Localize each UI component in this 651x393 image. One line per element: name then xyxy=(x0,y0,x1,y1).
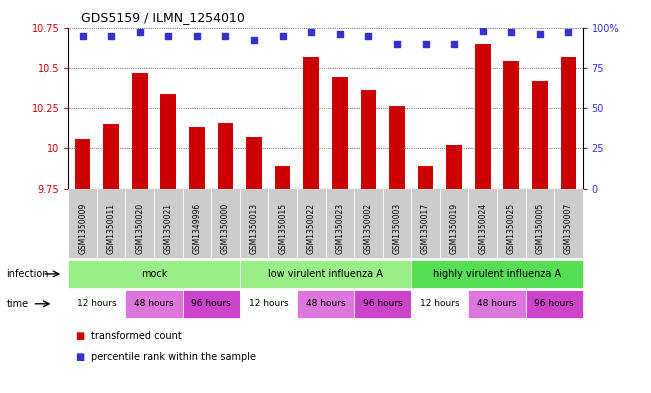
Point xyxy=(506,29,516,35)
Text: GDS5159 / ILMN_1254010: GDS5159 / ILMN_1254010 xyxy=(81,11,245,24)
Text: GSM1350003: GSM1350003 xyxy=(393,203,402,254)
Point xyxy=(106,32,117,39)
Bar xyxy=(418,166,434,189)
Text: time: time xyxy=(7,299,29,309)
Bar xyxy=(446,145,462,189)
Bar xyxy=(532,81,547,189)
Text: GSM1350022: GSM1350022 xyxy=(307,203,316,254)
Point xyxy=(277,32,288,39)
Text: 12 hours: 12 hours xyxy=(249,299,288,308)
Point xyxy=(191,32,202,39)
Text: GSM1350015: GSM1350015 xyxy=(278,203,287,254)
Point xyxy=(363,32,374,39)
Text: GSM1350009: GSM1350009 xyxy=(78,203,87,254)
Point xyxy=(335,31,345,37)
Bar xyxy=(503,61,519,189)
Point xyxy=(563,29,574,35)
Text: GSM1350023: GSM1350023 xyxy=(335,203,344,254)
Text: GSM1350021: GSM1350021 xyxy=(164,203,173,254)
Text: 12 hours: 12 hours xyxy=(77,299,117,308)
Text: 96 hours: 96 hours xyxy=(534,299,574,308)
Text: GSM1350013: GSM1350013 xyxy=(249,203,258,254)
Text: 96 hours: 96 hours xyxy=(191,299,231,308)
Bar xyxy=(132,73,148,189)
Text: GSM1350024: GSM1350024 xyxy=(478,203,487,254)
Bar xyxy=(275,166,290,189)
Text: 48 hours: 48 hours xyxy=(306,299,345,308)
Point xyxy=(163,32,174,39)
Point xyxy=(135,29,145,35)
Bar xyxy=(389,107,405,189)
Bar xyxy=(189,127,205,189)
Point xyxy=(306,29,316,35)
Text: infection: infection xyxy=(7,269,49,279)
Point xyxy=(449,40,459,47)
Bar xyxy=(161,94,176,189)
Text: mock: mock xyxy=(141,269,167,279)
Point xyxy=(477,28,488,34)
Point xyxy=(534,31,545,37)
Bar xyxy=(475,44,490,189)
Text: 96 hours: 96 hours xyxy=(363,299,402,308)
Text: low virulent influenza A: low virulent influenza A xyxy=(268,269,383,279)
Bar xyxy=(303,57,319,189)
Bar xyxy=(561,57,576,189)
Text: GSM1350011: GSM1350011 xyxy=(107,203,116,254)
Bar xyxy=(75,139,90,189)
Text: GSM1350007: GSM1350007 xyxy=(564,203,573,254)
Text: GSM1350019: GSM1350019 xyxy=(450,203,458,254)
Text: GSM1350000: GSM1350000 xyxy=(221,203,230,254)
Text: 48 hours: 48 hours xyxy=(134,299,174,308)
Point xyxy=(421,40,431,47)
Bar xyxy=(361,90,376,189)
Text: GSM1350002: GSM1350002 xyxy=(364,203,373,254)
Text: GSM1349996: GSM1349996 xyxy=(193,203,201,254)
Text: 48 hours: 48 hours xyxy=(477,299,517,308)
Text: 12 hours: 12 hours xyxy=(420,299,460,308)
Point xyxy=(220,32,230,39)
Text: percentile rank within the sample: percentile rank within the sample xyxy=(91,352,256,362)
Bar xyxy=(217,123,233,189)
Point xyxy=(77,32,88,39)
Text: GSM1350017: GSM1350017 xyxy=(421,203,430,254)
Text: GSM1350025: GSM1350025 xyxy=(506,203,516,254)
Point xyxy=(249,37,259,44)
Text: transformed count: transformed count xyxy=(91,331,182,341)
Bar xyxy=(332,77,348,189)
Text: GSM1350020: GSM1350020 xyxy=(135,203,145,254)
Text: ■: ■ xyxy=(75,352,84,362)
Text: highly virulent influenza A: highly virulent influenza A xyxy=(433,269,561,279)
Point xyxy=(392,40,402,47)
Text: GSM1350005: GSM1350005 xyxy=(535,203,544,254)
Text: ■: ■ xyxy=(75,331,84,341)
Bar xyxy=(246,137,262,189)
Bar xyxy=(104,124,119,189)
